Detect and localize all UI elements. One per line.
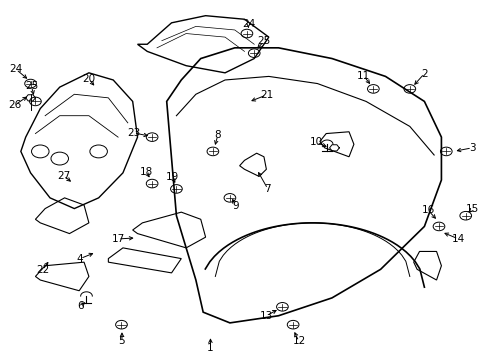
Text: 24: 24 [9,64,22,74]
Text: 22: 22 [36,265,49,275]
Text: 21: 21 [259,90,272,100]
Text: 1: 1 [207,343,213,353]
Text: 9: 9 [232,201,239,211]
Text: 17: 17 [111,234,124,244]
Text: 26: 26 [8,100,21,110]
Text: 18: 18 [140,167,153,177]
Text: 3: 3 [468,143,474,153]
Text: 14: 14 [451,234,464,244]
Text: 6: 6 [77,301,83,311]
Text: 7: 7 [264,184,271,194]
Text: 25: 25 [257,36,270,46]
Text: 27: 27 [57,171,70,181]
Text: 15: 15 [465,204,478,214]
Text: 25: 25 [25,81,38,91]
Text: 11: 11 [356,71,369,81]
Text: 23: 23 [127,128,140,138]
Text: 24: 24 [241,18,255,28]
Text: 19: 19 [165,172,179,182]
Text: 5: 5 [119,337,125,346]
Text: 16: 16 [421,205,434,215]
Text: 13: 13 [259,311,272,321]
Text: 8: 8 [214,130,221,140]
Text: 4: 4 [77,253,83,264]
Text: 10: 10 [309,138,323,148]
Text: 2: 2 [420,68,427,78]
Text: 12: 12 [292,337,305,346]
Text: 20: 20 [82,74,95,84]
